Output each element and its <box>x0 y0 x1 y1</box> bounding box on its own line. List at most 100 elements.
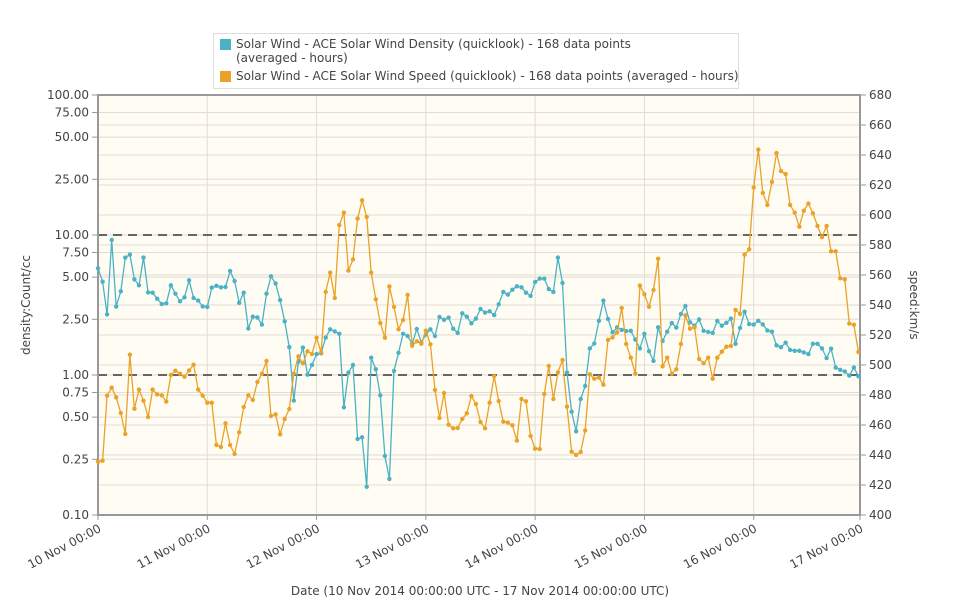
density-point <box>514 284 520 289</box>
x-tick-label: 16 Nov 00:00 <box>681 521 759 571</box>
density-point <box>665 329 670 334</box>
density-point <box>605 316 611 322</box>
density-point <box>218 285 224 290</box>
density-point <box>355 436 360 442</box>
speed-point <box>405 292 410 298</box>
speed-point <box>555 370 561 375</box>
right-tick-label: 580 <box>869 238 892 252</box>
speed-point <box>724 344 729 349</box>
speed-point <box>546 363 551 369</box>
speed-point <box>710 376 715 381</box>
density-point <box>587 346 592 351</box>
density-point <box>769 329 775 334</box>
density-point <box>323 335 328 340</box>
speed-point <box>637 283 643 288</box>
density-point <box>250 314 255 319</box>
speed-point <box>232 451 237 457</box>
density-point <box>760 322 765 327</box>
x-tick-label: 10 Nov 00:00 <box>25 521 103 571</box>
density-point <box>573 429 579 434</box>
density-point <box>560 280 565 286</box>
speed-point <box>423 328 429 333</box>
density-point <box>601 298 606 303</box>
speed-point <box>145 414 151 420</box>
speed-point <box>510 423 515 428</box>
density-point <box>145 290 151 295</box>
speed-point <box>833 249 838 254</box>
left-tick-label: 25.00 <box>55 172 89 186</box>
speed-point <box>583 428 588 433</box>
right-tick-label: 560 <box>869 268 892 282</box>
speed-point <box>227 442 233 448</box>
density-point <box>127 252 133 257</box>
density-point <box>838 367 843 372</box>
speed-point <box>346 268 351 273</box>
speed-point <box>109 385 114 390</box>
density-point <box>496 302 501 307</box>
speed-point <box>410 343 415 348</box>
density-point <box>851 365 857 370</box>
left-tick-label: 0.10 <box>62 508 89 522</box>
left-tick-label: 10.00 <box>55 228 89 242</box>
legend-item-speed[interactable]: Solar Wind - ACE Solar Wind Speed (quick… <box>220 69 740 83</box>
density-point <box>460 311 465 316</box>
density-point <box>259 322 265 327</box>
speed-point <box>114 395 119 400</box>
speed-point <box>369 270 374 275</box>
right-tick-label: 620 <box>869 178 892 192</box>
density-point <box>724 320 729 325</box>
density-point <box>596 318 602 323</box>
density-point <box>196 298 201 303</box>
speed-point <box>569 449 574 454</box>
legend-item-density[interactable]: Solar Wind - ACE Solar Wind Density (qui… <box>220 37 690 65</box>
speed-point <box>619 305 624 311</box>
density-point <box>104 312 110 317</box>
speed-point <box>341 210 347 215</box>
speed-point <box>364 214 369 220</box>
speed-point <box>706 355 711 360</box>
speed-point <box>168 372 174 378</box>
right-tick-label: 400 <box>869 508 892 522</box>
density-point <box>350 362 356 368</box>
density-point <box>810 341 816 346</box>
speed-point <box>787 202 793 208</box>
speed-point <box>728 343 734 349</box>
speed-point <box>159 393 164 398</box>
density-point <box>95 266 101 271</box>
reference-lines <box>98 234 860 376</box>
density-point <box>505 292 510 297</box>
right-tick-label: 600 <box>869 208 892 222</box>
speed-point <box>264 358 269 364</box>
speed-point <box>373 297 378 302</box>
density-point <box>646 349 652 354</box>
density-point <box>177 299 183 304</box>
density-point <box>237 300 242 305</box>
density-point <box>473 316 479 321</box>
x-tick-label: 15 Nov 00:00 <box>572 521 650 571</box>
speed-point <box>760 190 765 196</box>
density-point <box>610 330 615 335</box>
speed-point <box>797 224 802 229</box>
speed-point <box>747 247 752 252</box>
speed-point <box>437 415 442 421</box>
legend: Solar Wind - ACE Solar Wind Density (qui… <box>213 33 739 89</box>
density-point <box>797 348 802 353</box>
speed-point <box>164 399 169 404</box>
density-point <box>373 367 378 372</box>
density-point <box>223 284 228 290</box>
speed-point <box>323 289 328 295</box>
speed-point <box>451 426 456 431</box>
density-point <box>332 329 337 334</box>
speed-point <box>482 426 488 431</box>
density-point <box>787 347 793 353</box>
density-point <box>774 343 779 348</box>
density-point <box>751 322 756 327</box>
density-point <box>268 274 274 279</box>
density-point <box>706 329 711 335</box>
density-point <box>382 453 388 459</box>
density-point <box>209 285 214 290</box>
speed-point <box>801 208 806 213</box>
density-point <box>655 325 661 330</box>
density-point <box>833 365 838 370</box>
